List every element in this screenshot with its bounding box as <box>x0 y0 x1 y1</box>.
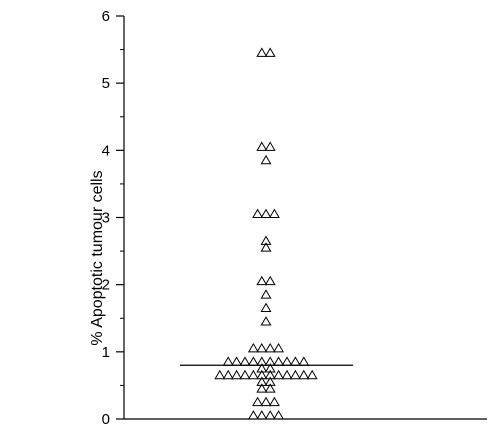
data-point <box>260 396 272 407</box>
data-point <box>264 141 276 151</box>
data-point <box>247 342 259 353</box>
data-point <box>256 410 268 420</box>
data-point <box>306 369 318 380</box>
y-tick-label: 5 <box>102 75 110 92</box>
data-point <box>256 376 268 386</box>
data-point <box>264 363 276 373</box>
data-point <box>256 141 268 151</box>
data-point <box>222 356 234 366</box>
data-point <box>264 369 276 380</box>
data-point <box>281 369 293 380</box>
data-point <box>247 410 259 420</box>
data-point <box>260 154 272 165</box>
data-point <box>256 363 268 373</box>
data-point <box>214 369 226 380</box>
data-point <box>264 383 276 393</box>
data-point <box>256 47 268 57</box>
y-tick-label: 2 <box>102 277 110 294</box>
data-point <box>252 396 264 407</box>
y-tick-label: 0 <box>102 411 110 428</box>
data-point <box>298 356 310 366</box>
data-point <box>256 342 268 353</box>
data-point <box>222 369 234 380</box>
data-point <box>273 356 285 366</box>
data-point <box>273 369 285 380</box>
y-tick-label: 3 <box>102 210 110 227</box>
data-point <box>260 302 272 313</box>
data-point <box>264 47 276 57</box>
data-point <box>231 369 243 380</box>
data-point <box>256 383 268 393</box>
data-point <box>247 369 259 380</box>
data-point <box>247 356 259 366</box>
data-point <box>264 275 276 286</box>
data-point <box>260 242 272 252</box>
data-point <box>260 316 272 326</box>
data-point <box>273 410 285 420</box>
data-point <box>268 396 280 407</box>
data-point <box>264 410 276 420</box>
data-point <box>256 369 268 380</box>
y-axis-label: % Apoptotic tumour cells <box>89 170 106 345</box>
y-tick-label: 1 <box>102 344 110 361</box>
data-point <box>289 369 301 380</box>
data-point <box>260 289 272 299</box>
data-point <box>298 369 310 380</box>
data-point <box>260 235 272 245</box>
data-points <box>214 47 318 420</box>
data-point <box>281 356 293 366</box>
data-point <box>264 342 276 353</box>
data-point <box>260 208 272 219</box>
data-point <box>252 208 264 219</box>
axes: 0 1 2 3 4 5 6 <box>102 8 487 428</box>
data-point <box>289 356 301 366</box>
data-point <box>231 356 243 366</box>
data-point <box>273 342 285 353</box>
data-point <box>268 208 280 219</box>
y-tick-label: 4 <box>102 142 110 159</box>
data-point <box>239 369 251 380</box>
y-tick-label: 6 <box>102 8 110 25</box>
data-point <box>256 275 268 286</box>
data-point <box>239 356 251 366</box>
data-point <box>264 376 276 386</box>
